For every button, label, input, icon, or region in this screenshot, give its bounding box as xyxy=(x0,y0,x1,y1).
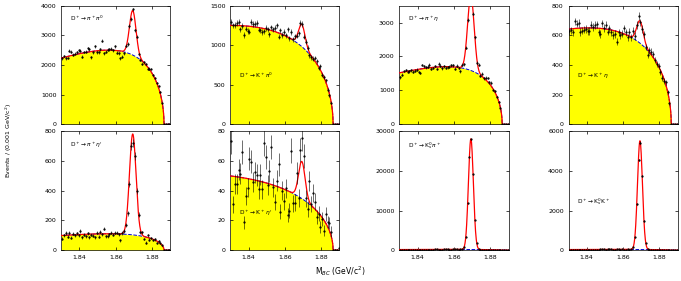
Text: D$^+$$\to$K$^+$$\eta$: D$^+$$\to$K$^+$$\eta$ xyxy=(577,71,609,81)
Text: D$^+$$\to$$\pi^+$$\eta$: D$^+$$\to$$\pi^+$$\eta$ xyxy=(408,14,440,24)
Text: D$^+$$\to$K$^+$$\pi^0$: D$^+$$\to$K$^+$$\pi^0$ xyxy=(239,71,273,80)
Text: D$^+$$\to$K$^0_s$$\pi^+$: D$^+$$\to$K$^0_s$$\pi^+$ xyxy=(408,140,441,151)
Text: D$^+$$\to$$\pi^+$$\eta'$: D$^+$$\to$$\pi^+$$\eta'$ xyxy=(70,140,103,149)
Text: Events / (0.001 GeV/c$^2$): Events / (0.001 GeV/c$^2$) xyxy=(3,103,14,178)
Text: M$_{BC}$ (GeV/c$^2$): M$_{BC}$ (GeV/c$^2$) xyxy=(315,264,366,278)
Text: D$^+$$\to$K$^0_s$K$^+$: D$^+$$\to$K$^0_s$K$^+$ xyxy=(577,197,611,207)
Text: D$^+$$\to$K$^+$$\eta'$: D$^+$$\to$K$^+$$\eta'$ xyxy=(239,209,272,218)
Text: D$^+$$\to$$\pi^+$$\pi^0$: D$^+$$\to$$\pi^+$$\pi^0$ xyxy=(70,14,104,23)
